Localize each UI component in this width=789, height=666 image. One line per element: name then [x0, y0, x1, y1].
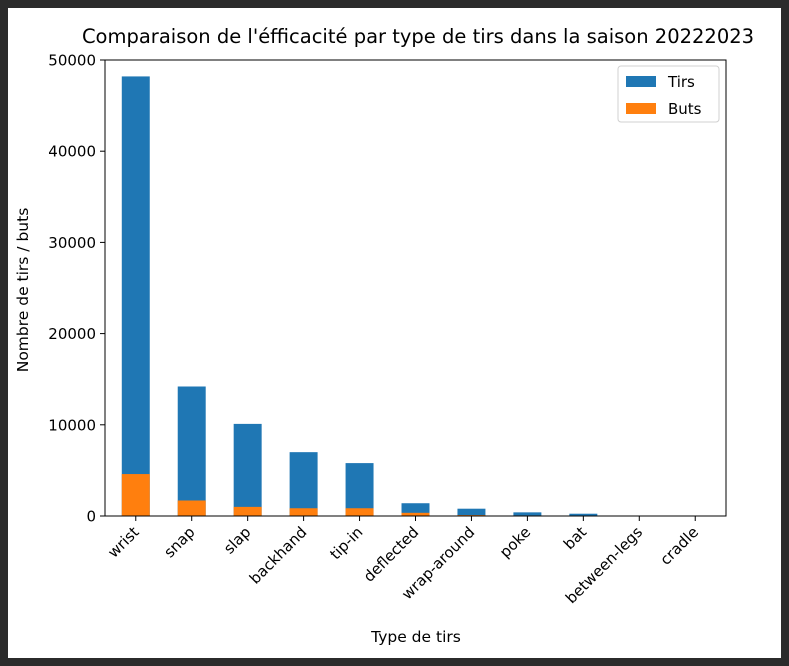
y-tick-label: 50000	[48, 52, 96, 70]
bar-tirs-tip-in	[345, 463, 374, 516]
bar-tirs-wrist	[121, 76, 150, 516]
bar-buts-backhand	[289, 508, 318, 516]
bar-tirs-slap	[233, 423, 262, 516]
y-tick-label: 40000	[48, 143, 96, 161]
bar-tirs-wrap-around	[457, 508, 486, 516]
y-tick-label: 0	[86, 508, 96, 526]
chart-title: Comparaison de l'éfficacité par type de …	[82, 25, 754, 48]
bar-tirs-poke	[513, 512, 542, 516]
x-tick-label: tip-in	[326, 523, 366, 563]
bar-buts-wrist	[121, 474, 150, 516]
bar-buts-tip-in	[345, 508, 374, 516]
x-tick-label: slap	[220, 523, 254, 557]
y-tick-label: 20000	[48, 325, 96, 343]
bar-buts-deflected	[401, 512, 430, 516]
chart-frame: Comparaison de l'éfficacité par type de …	[8, 8, 781, 658]
legend: Tirs Buts	[617, 65, 720, 123]
x-tick-label: backhand	[246, 523, 311, 588]
x-tick-label: poke	[496, 523, 534, 561]
legend-swatch-buts	[626, 103, 656, 114]
bar-chart: Comparaison de l'éfficacité par type de …	[14, 25, 754, 646]
bar-tirs-deflected	[401, 503, 430, 516]
y-tick-label: 30000	[48, 234, 96, 252]
legend-label-buts: Buts	[668, 100, 702, 118]
legend-label-tirs: Tirs	[667, 73, 695, 91]
bar-tirs-bat	[569, 513, 598, 516]
legend-swatch-tirs	[626, 76, 656, 87]
y-tick-label: 10000	[48, 416, 96, 434]
y-axis: 0 10000 20000 30000 40000 50000	[48, 52, 727, 526]
x-tick-label: snap	[160, 523, 198, 561]
x-axis-label: Type de tirs	[370, 628, 461, 646]
bar-tirs-backhand	[289, 452, 318, 516]
x-tick-label: wrist	[104, 523, 142, 561]
x-tick-label: cradle	[656, 523, 702, 569]
x-tick-label: bat	[560, 523, 590, 553]
bar-buts-slap	[233, 506, 262, 516]
bar-buts-snap	[177, 500, 206, 516]
y-axis-label: Nombre de tirs / buts	[14, 208, 32, 373]
bars-group	[121, 76, 710, 516]
bar-tirs-snap	[177, 386, 206, 516]
